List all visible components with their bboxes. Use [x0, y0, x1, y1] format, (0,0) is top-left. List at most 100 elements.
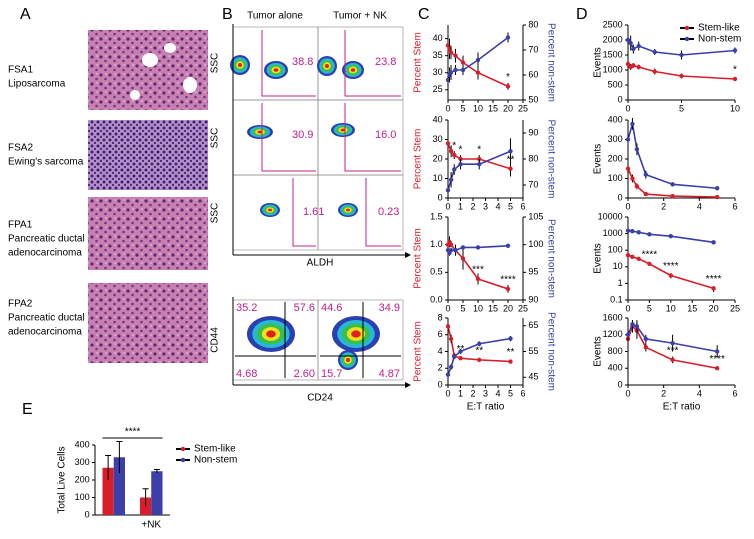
- tick-label: 0: [618, 379, 623, 389]
- tick-label: 5: [679, 103, 684, 113]
- tick-label: 1: [618, 278, 623, 288]
- data-point: [460, 256, 466, 261]
- fat-vacuole: [183, 77, 197, 93]
- data-point: [625, 37, 631, 43]
- y2-axis-label: Percent non-stem: [545, 23, 556, 102]
- sample-type: Pancreatic ductal: [8, 234, 85, 245]
- data-point: [631, 63, 636, 68]
- tick-label: 3: [483, 388, 488, 398]
- data-point: [448, 364, 454, 370]
- data-point: [508, 149, 513, 154]
- gate: [261, 30, 316, 97]
- quadrant-percent: 35.2: [236, 302, 257, 314]
- legend-swatch: [180, 457, 186, 463]
- legend-label: Non-stem: [698, 34, 741, 45]
- data-point: [453, 248, 458, 253]
- panel-letter: C: [418, 6, 430, 23]
- y-axis-label: Events: [593, 144, 604, 175]
- data-point: [652, 69, 657, 74]
- gate-percent: 0.23: [378, 206, 399, 218]
- tick-label: 2: [438, 363, 443, 373]
- legend-label: Stem-like: [698, 23, 740, 34]
- fat-vacuole: [164, 43, 176, 53]
- data-point: [668, 273, 673, 278]
- x-axis-label: E:T ratio: [663, 402, 701, 413]
- significance: ****: [500, 275, 516, 286]
- data-point: [448, 336, 454, 342]
- series-line: [627, 324, 718, 370]
- gate-percent: 16.0: [375, 129, 396, 141]
- column-header: Tumor alone: [247, 11, 303, 22]
- density-blob: [325, 64, 329, 68]
- data-point: [477, 162, 482, 167]
- panel-a: FSA1 Liposarcoma FSA2 Ewing's sarcoma FP…: [8, 30, 208, 363]
- y-axis-label: Percent Stem: [413, 129, 424, 190]
- tick-label: 10: [473, 303, 483, 313]
- data-point: [475, 57, 481, 63]
- histology-image: [88, 120, 208, 190]
- sample-id: FPA1: [8, 220, 33, 231]
- tick-label: 0: [625, 103, 630, 113]
- legend-label: Stem-like: [194, 444, 236, 455]
- data-point: [448, 50, 454, 55]
- tick-label: 25: [433, 84, 443, 94]
- data-point: [714, 349, 720, 354]
- data-point: [636, 43, 641, 49]
- data-point: [711, 240, 716, 245]
- data-point: [505, 286, 511, 292]
- tick-label: 4: [438, 346, 443, 356]
- quadrant-percent: 57.6: [294, 302, 315, 314]
- significance: ****: [642, 250, 658, 261]
- data-point: [670, 193, 675, 199]
- data-point: [636, 230, 641, 235]
- data-point: [460, 60, 466, 65]
- data-point: [625, 228, 631, 233]
- tick-label: 100: [608, 245, 623, 255]
- data-point: [508, 166, 513, 171]
- tick-label: 4: [495, 201, 500, 211]
- significance: **: [475, 346, 483, 357]
- tick-label: 1000: [603, 228, 623, 238]
- tick-label: 5: [647, 303, 652, 313]
- y2-axis-label: Percent non-stem: [545, 312, 556, 391]
- sample-id: FPA2: [8, 299, 33, 310]
- density-blob: [268, 208, 272, 212]
- gate: [292, 178, 316, 247]
- flow-plot: [317, 174, 404, 251]
- tick-label: 200: [608, 153, 623, 163]
- tick-label: 1.0: [430, 239, 443, 249]
- data-point: [452, 152, 457, 158]
- panel-letter: A: [20, 6, 31, 23]
- y-axis-label: Events: [593, 243, 604, 274]
- data-point: [477, 341, 482, 346]
- gate: [344, 30, 401, 97]
- tick-label: 800: [608, 346, 623, 356]
- data-point: [452, 354, 457, 359]
- tick-label: 6: [732, 388, 737, 398]
- tick-label: 4: [697, 388, 702, 398]
- tick-label: 0: [625, 388, 630, 398]
- significance: *: [733, 65, 737, 76]
- data-point: [625, 61, 631, 67]
- quadrant-percent: 4.87: [379, 368, 400, 380]
- tick-label: 35: [433, 50, 443, 60]
- bar: [113, 457, 125, 515]
- tick-label: 40: [433, 33, 443, 43]
- tick-label: 5: [508, 201, 513, 211]
- gate-percent: 1.61: [303, 206, 324, 218]
- data-point: [679, 52, 684, 58]
- tick-label: 1: [458, 201, 463, 211]
- data-point: [475, 70, 481, 75]
- significance: ****: [709, 354, 725, 365]
- y-axis-label: Events: [593, 47, 604, 78]
- tick-label: 30: [433, 134, 443, 144]
- tick-label: 70: [528, 44, 538, 54]
- data-point: [453, 67, 458, 73]
- tick-label: 100: [528, 239, 543, 249]
- density-blob: [257, 130, 263, 134]
- tick-label: 0: [438, 192, 443, 202]
- data-point: [630, 254, 635, 260]
- tick-label: 5: [508, 388, 513, 398]
- density-blob: [351, 330, 361, 338]
- histology-image: [88, 30, 208, 110]
